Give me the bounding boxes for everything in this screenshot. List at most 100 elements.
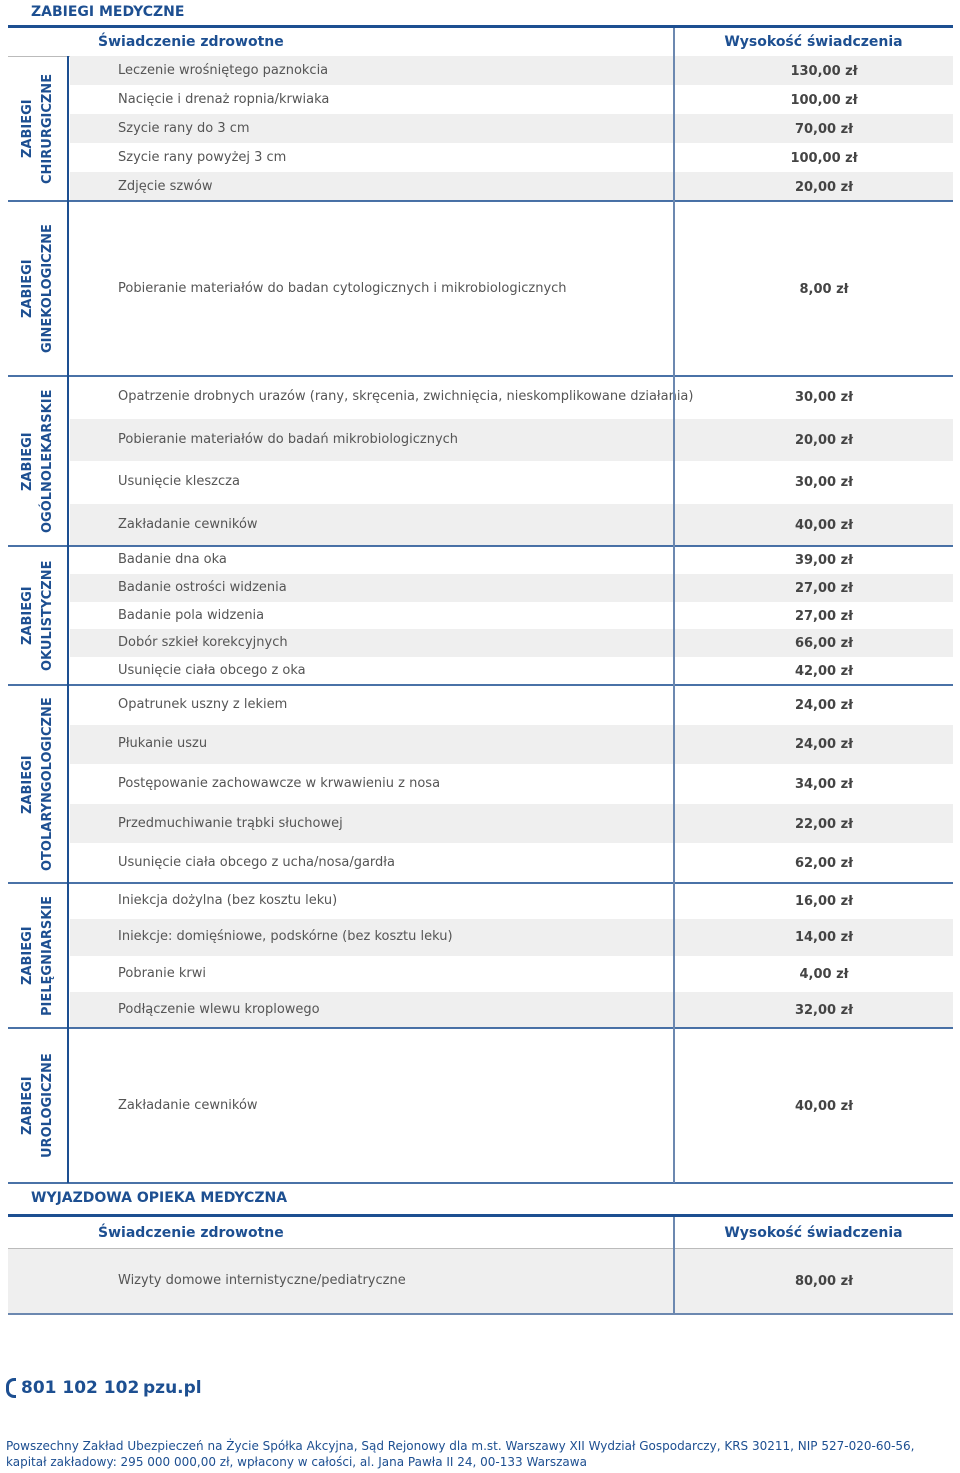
price: 16,00 zł [794,894,854,910]
service: Szycie rany powyżej 3 cm [118,149,287,165]
service: Opatrunek uszny z lekiem [118,696,288,712]
price: 40,00 zł [794,517,854,533]
col-rule [673,883,675,1028]
price: 4,00 zł [799,966,849,982]
stripe [8,1249,953,1314]
service: Przedmuchiwanie trąbki słuchowej [118,815,343,831]
price: 24,00 zł [794,737,854,753]
group-label: ZABIEGI [20,431,35,491]
price: 8,00 zł [799,281,849,297]
price: 70,00 zł [794,121,854,137]
service: Iniekcja dożylna (bez kosztu leku) [118,893,338,909]
header: Wysokość świadczenia [724,34,903,50]
price: 100,00 zł [790,92,858,108]
stripe [70,503,953,546]
price: 66,00 zł [794,636,854,652]
col-rule [673,546,675,685]
group-label: UROLOGICZNE [40,1053,55,1158]
label-col-rule [67,685,69,883]
price: 32,00 zł [794,1002,854,1018]
price: 20,00 zł [794,432,854,448]
price: 30,00 zł [794,475,854,491]
footer-line: Powszechny Zakład Ubezpieczeń na Życie S… [6,1439,915,1453]
price: 24,00 zł [794,697,854,713]
stripe [70,114,953,143]
header: Świadczenie zdrowotne [98,1224,284,1241]
price: 27,00 zł [794,608,854,624]
group-rule [8,375,953,377]
stripe [70,629,953,658]
service: Opatrzenie drobnych urazów (rany, skręce… [118,389,694,405]
price: 62,00 zł [794,856,854,872]
stripe [70,56,953,85]
service: Iniekcje: domięśniowe, podskórne (bez ko… [118,929,453,945]
service: Badanie dna oka [118,551,227,567]
price: 34,00 zł [794,777,854,792]
group-rule [8,545,953,547]
service: Zdjęcie szwów [118,178,213,194]
service: Badanie pola widzenia [118,607,265,623]
price: 39,00 zł [794,552,854,568]
service: Zakładanie cewników [118,516,258,532]
price: 27,00 zł [794,580,854,596]
col-rule [673,56,675,201]
group-rule [8,200,953,202]
stripe [70,724,953,765]
group-label: OKULISTYCZNE [40,560,55,671]
label-col-rule [67,883,69,1028]
label-col-rule [67,56,69,201]
col-rule [673,376,675,546]
label-col-rule [67,1028,69,1183]
group-label: ZABIEGI [20,1076,35,1135]
rule [8,1313,953,1315]
service: Usunięcie ciała obcego z ucha/nosa/gardł… [118,855,395,871]
service: Wizyty domowe internistyczne/pediatryczn… [118,1273,406,1288]
rule [8,25,953,28]
phone-icon [6,1378,16,1398]
footer-line: kapitał zakładowy: 295 000 000,00 zł, wp… [6,1455,587,1469]
price: 22,00 zł [794,816,854,832]
service: Badanie ostrości widzenia [118,579,287,595]
service: Płukanie uszu [118,736,208,752]
header: Świadczenie zdrowotne [98,34,284,50]
service: Zakładanie cewników [118,1097,258,1113]
group-label: OTOLARYNGOLOGICZNE [40,697,55,871]
price: 20,00 zł [794,179,854,195]
label-col-rule [67,376,69,546]
price: 100,00 zł [790,150,858,166]
group-rule [8,882,953,884]
price: 14,00 zł [794,930,854,946]
price: 42,00 zł [794,664,854,680]
stripe [70,803,953,844]
service: Pobranie krwi [118,965,206,981]
group-label: ZABIEGI [20,99,35,158]
group-label: CHIRURGICZNE [40,73,55,184]
section-title: ZABIEGI MEDYCZNE [31,4,185,20]
col-rule [673,1028,675,1183]
col-rule [673,201,675,376]
price: 130,00 zł [790,63,858,79]
stripe [70,172,953,201]
price: 80,00 zł [794,1274,854,1289]
stripe [70,919,953,956]
service: Nacięcie i drenaż ropnia/krwiaka [118,91,330,107]
stripe [70,418,953,461]
section-title: WYJAZDOWA OPIEKA MEDYCZNA [31,1190,288,1206]
header: Wysokość świadczenia [724,1224,903,1241]
col-rule [673,1217,675,1314]
service: Pobieranie materiałów do badan cytologic… [118,280,567,296]
service: Dobór szkieł korekcyjnych [118,635,288,651]
group-label: ZABIEGI [20,926,35,985]
price: 40,00 zł [794,1098,854,1114]
stripe [70,991,953,1028]
service: Usunięcie kleszcza [118,474,240,490]
group-rule [8,1027,953,1029]
group-label: PIELĘGNIARSKIE [40,895,55,1016]
group-label: ZABIEGI [20,586,35,645]
service: Podłączenie wlewu kroplowego [118,1001,320,1017]
col-rule [673,28,675,56]
stripe [70,573,953,602]
col-rule [673,685,675,883]
service: Leczenie wrośniętego paznokcia [118,62,329,78]
rule [8,1214,953,1217]
